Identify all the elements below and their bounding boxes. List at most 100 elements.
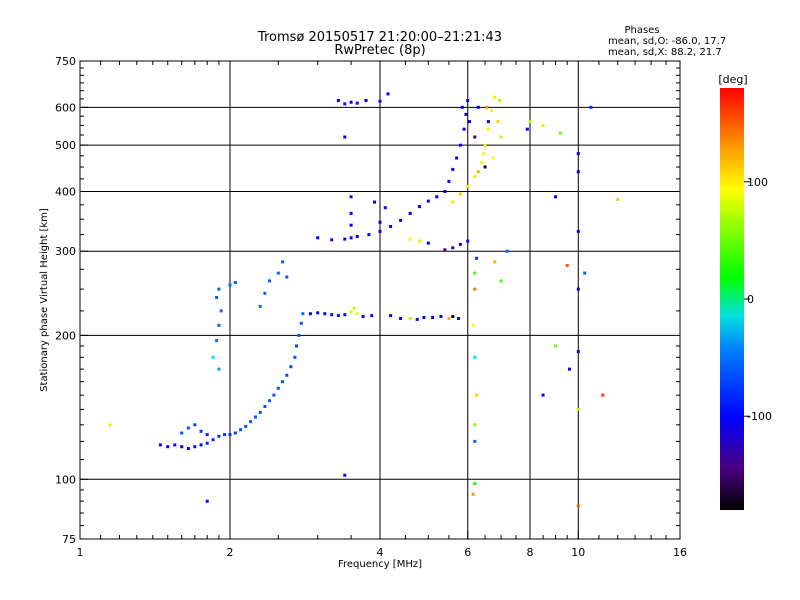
data-point <box>199 429 203 433</box>
data-point <box>349 236 353 240</box>
x-tick-label: 1 <box>77 546 84 559</box>
data-point <box>418 239 421 243</box>
data-point <box>336 99 340 102</box>
grid <box>80 61 680 539</box>
data-point <box>186 426 190 430</box>
data-point <box>228 283 232 287</box>
phases-o-stats: mean, sd,O: -86.0, 17.7 <box>608 36 726 47</box>
data-point <box>473 423 477 427</box>
data-point <box>258 410 262 414</box>
data-point <box>299 321 303 325</box>
data-point <box>426 241 430 245</box>
data-point <box>323 312 327 316</box>
data-point <box>349 310 353 314</box>
data-point <box>263 291 267 295</box>
data-point <box>451 246 455 250</box>
data-point <box>211 438 215 442</box>
data-point <box>473 482 477 485</box>
data-point <box>462 127 466 131</box>
data-point <box>263 405 267 408</box>
data-point <box>166 445 170 449</box>
data-point <box>211 355 215 359</box>
data-point <box>199 443 203 447</box>
data-point <box>451 315 455 318</box>
y-tick-label: 750 <box>55 55 76 68</box>
y-axis-label: Stationary phase Virtual Height [km] <box>39 208 50 392</box>
data-point <box>443 248 447 252</box>
data-point <box>205 499 209 503</box>
data-point <box>565 264 569 267</box>
data-point <box>496 120 500 124</box>
y-tick-label: 100 <box>55 473 76 486</box>
data-point <box>408 211 412 215</box>
data-point <box>343 473 347 477</box>
data-point <box>443 190 447 193</box>
data-point <box>499 135 503 139</box>
data-point <box>455 156 459 160</box>
data-point <box>316 311 320 315</box>
data-point <box>215 339 219 343</box>
data-point <box>481 152 485 156</box>
data-point <box>576 504 580 508</box>
title-block: Tromsø 20150517 21:20:00–21:21:43 RwPret… <box>257 30 502 58</box>
data-point <box>233 431 237 435</box>
data-point <box>336 314 340 318</box>
phases-title: Phases <box>624 25 659 36</box>
colorbar-tick-label: -100 <box>747 410 772 423</box>
data-point <box>352 306 356 310</box>
data-point <box>541 123 545 127</box>
y-tick-label: 75 <box>62 533 76 546</box>
y-tick-label: 500 <box>55 139 76 152</box>
chart-subtitle: RwPretec (8p) <box>334 43 425 58</box>
data-point <box>408 317 412 320</box>
colorbar-tick-label: 0 <box>747 293 754 306</box>
data-point <box>451 167 455 171</box>
data-point <box>576 407 580 411</box>
x-axis-label: Frequency [MHz] <box>338 559 422 570</box>
data-point <box>223 433 226 437</box>
data-point <box>475 256 479 260</box>
data-point <box>276 271 280 275</box>
data-point <box>343 102 347 106</box>
data-point <box>476 170 480 174</box>
data-point <box>217 434 221 438</box>
phases-block: Phases mean, sd,O: -86.0, 17.7 mean, sd,… <box>608 25 726 58</box>
data-point <box>466 184 470 188</box>
data-point <box>486 127 490 131</box>
data-point <box>349 195 353 199</box>
data-point <box>483 165 487 169</box>
data-point <box>576 229 580 233</box>
y-tick-label: 600 <box>55 101 76 114</box>
data-point <box>490 109 494 113</box>
data-point <box>370 314 374 318</box>
data-point <box>355 312 359 316</box>
x-tick-label: 4 <box>377 546 384 559</box>
data-point <box>471 492 475 496</box>
data-point <box>473 135 477 139</box>
data-point <box>258 304 262 308</box>
data-point <box>367 233 371 237</box>
data-point <box>217 367 221 371</box>
data-point <box>458 143 462 147</box>
data-point <box>217 323 221 327</box>
data-point <box>408 237 412 241</box>
data-point <box>491 156 495 160</box>
data-point <box>228 433 232 437</box>
data-point <box>233 281 237 284</box>
data-point <box>378 220 382 224</box>
y-tick-label: 300 <box>55 245 76 258</box>
data-point <box>418 205 421 209</box>
data-point <box>476 105 480 109</box>
data-point <box>349 223 353 227</box>
data-point <box>378 229 382 233</box>
data-point <box>244 424 248 428</box>
data-point <box>158 443 162 447</box>
data-point <box>308 312 312 316</box>
data-point <box>361 315 365 318</box>
colorbar-tick-label: 100 <box>747 176 768 189</box>
data-point <box>601 393 605 397</box>
data-point <box>268 279 271 283</box>
data-point <box>193 423 197 427</box>
data-point <box>473 439 477 443</box>
